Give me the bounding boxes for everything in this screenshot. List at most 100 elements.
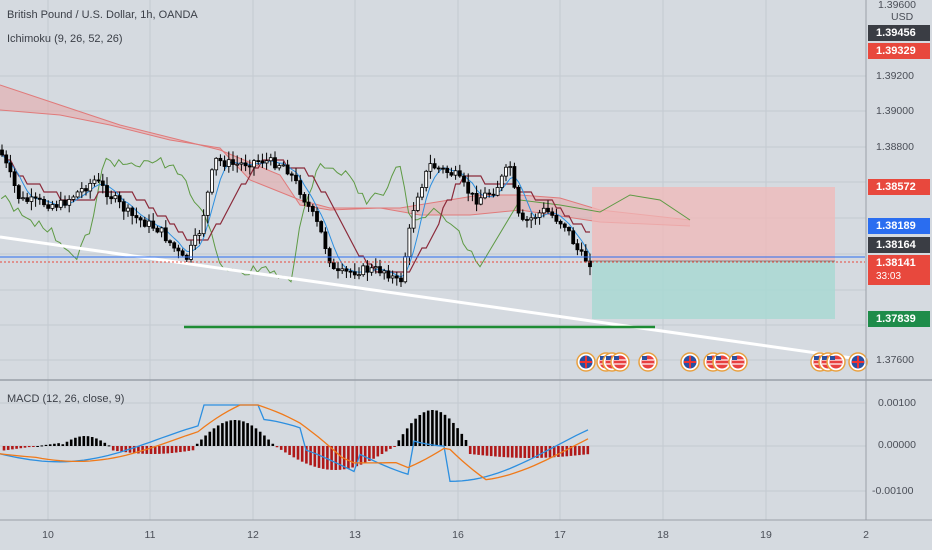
price-tag-blue: 1.38189 [868,218,930,234]
candle-body [96,179,101,182]
kijun-sen [1,151,590,273]
candle-body [537,212,542,218]
candle-body [117,195,122,203]
candle-body [231,159,235,165]
macd-legend[interactable]: MACD (12, 26, close, 9) [7,393,125,405]
histogram-bar [456,428,459,446]
histogram-bar [536,446,539,458]
candle-body [487,192,492,195]
price-tick-top: 1.39600 [878,0,916,11]
candle-body [470,192,475,195]
time-tick: 16 [452,529,464,541]
histogram-bar [439,412,443,446]
candle-body [260,160,265,164]
candle-body [407,227,412,258]
candle-body [533,217,538,219]
bar-countdown: 33:03 [876,271,902,282]
candle-body [478,197,483,205]
histogram-bar [447,418,451,446]
candle-body [159,227,164,233]
stop-loss-zone[interactable] [592,187,835,261]
candle-body [306,201,311,207]
candle-body [126,207,130,212]
histogram-bar [498,446,501,457]
candle-body [142,219,147,227]
histogram-bar [204,435,207,446]
histogram-bar [586,446,590,455]
candle-body [33,196,38,199]
histogram-bar [338,446,342,470]
macd-tick: -0.00100 [872,485,914,497]
last-price: 1.38141 [876,257,916,269]
histogram-bar [515,446,518,458]
histogram-bar [464,439,468,446]
histogram-bar [124,446,128,453]
candle-body [105,185,109,198]
ichimoku-legend[interactable]: Ichimoku (9, 26, 52, 26) [7,33,123,45]
histogram-bar [326,446,329,470]
histogram-bar [552,446,556,458]
price-tag-stop: 1.38572 [868,179,930,195]
candle-body [247,165,252,168]
candle-body [268,157,273,162]
candle-body [29,196,34,202]
economic-events[interactable] [576,352,868,372]
uk-flag-icon[interactable] [680,352,700,372]
histogram-bar [61,444,65,446]
candle-body [298,180,303,195]
price-axis-currency: USD [891,11,914,23]
candle-body [180,250,185,256]
candle-body [327,248,332,264]
time-tick: 2 [863,529,869,541]
histogram-bar [103,442,107,446]
us-flag-icon[interactable] [638,352,658,372]
candle-body [382,270,387,274]
histogram-bar [376,446,380,457]
candle-body [525,219,529,221]
candle-body [168,240,172,244]
candle-body [474,193,479,205]
candle-body [71,196,76,200]
candle-body [361,265,366,276]
uk-flag-icon[interactable] [848,352,868,372]
candle-body [520,212,525,220]
candle-body [315,211,319,222]
histogram-bar [468,446,472,455]
time-axis[interactable]: 10 11 12 13 16 17 18 19 2 [42,529,869,541]
histogram-bar [254,428,258,446]
candle-body [281,164,286,167]
candle-body [84,188,88,192]
candle-body [54,204,59,208]
histogram-bar [342,446,346,470]
histogram-bar [267,439,270,446]
histogram-bar [263,435,266,446]
candle-body [462,175,466,183]
histogram-bar [414,418,417,446]
symbol-title[interactable]: British Pound / U.S. Dollar, 1h, OANDA [7,9,198,21]
us-flag-icon[interactable] [610,352,630,372]
histogram-bar [191,446,195,451]
candle-body [415,196,420,211]
histogram-bar [15,446,18,449]
candle-body [42,198,46,206]
candle-body [562,223,567,228]
candle-body [155,227,160,233]
time-tick: 11 [145,529,156,541]
histogram-bar [82,436,86,446]
histogram-bar [212,428,216,446]
candle-body [575,243,580,251]
candle-body [504,166,508,177]
histogram-bar [183,446,186,452]
histogram-bar [242,421,245,446]
us-flag-icon[interactable] [826,352,846,372]
histogram-bar [372,446,375,459]
candle-body [373,266,378,269]
histogram-bar [65,441,69,446]
uk-flag-icon[interactable] [576,352,596,372]
histogram-bar [431,410,434,446]
take-profit-zone[interactable] [592,261,835,319]
candle-body [390,275,395,279]
candle-body [273,157,277,169]
us-flag-icon[interactable] [728,352,748,372]
